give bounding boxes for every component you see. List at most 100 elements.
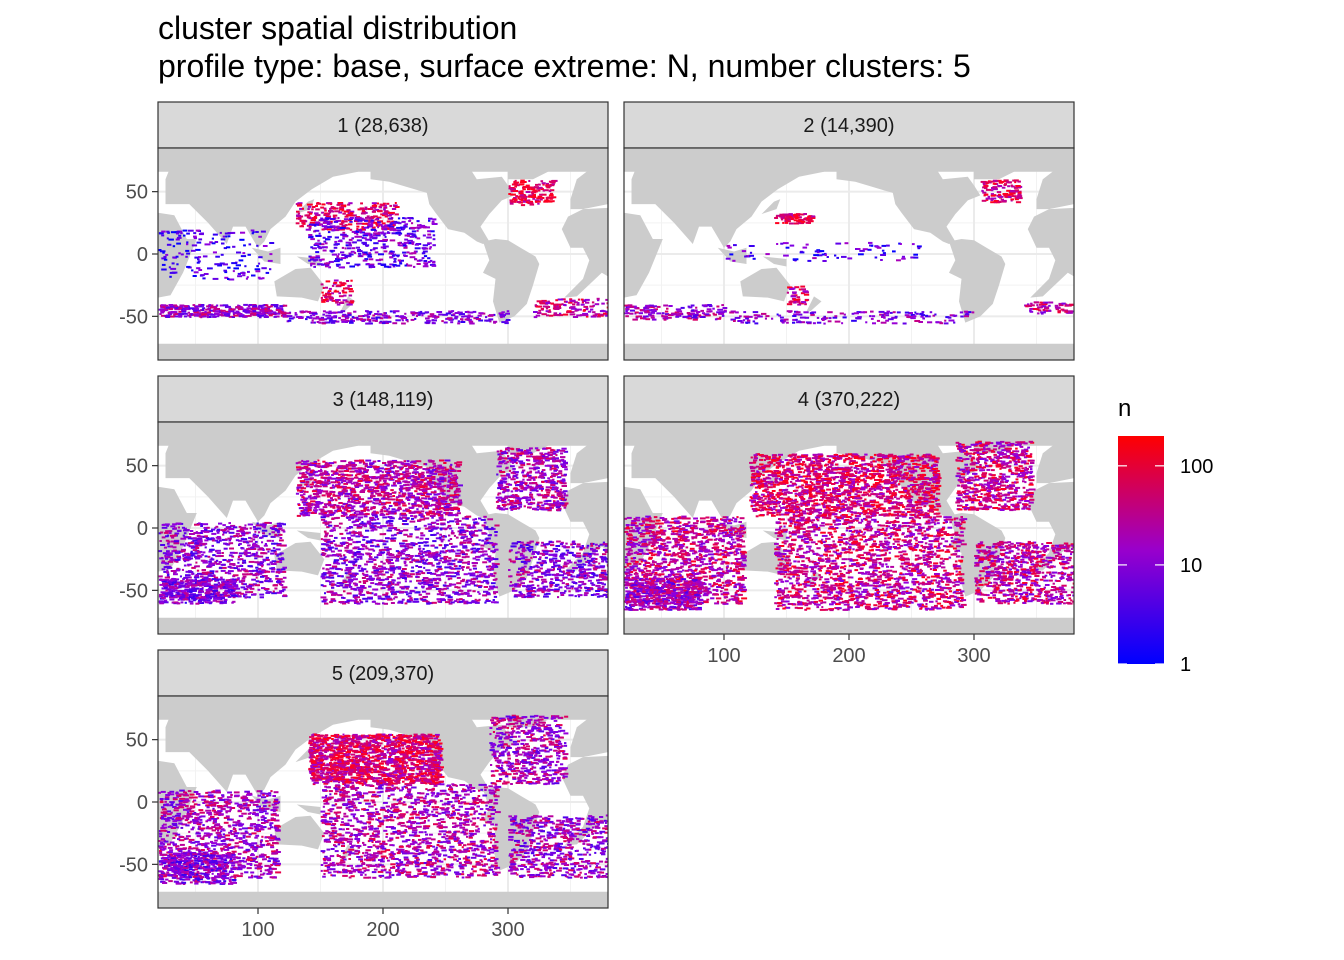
density-cell [317, 462, 321, 465]
density-cell [299, 472, 304, 475]
density-cell [324, 286, 328, 289]
density-cell [525, 185, 528, 188]
density-cell [432, 314, 437, 317]
density-cell [313, 216, 317, 218]
density-cell [173, 305, 179, 308]
density-cell [380, 487, 385, 490]
density-cell [301, 224, 304, 227]
density-cell [189, 316, 192, 318]
density-cell [370, 206, 376, 209]
density-cell [242, 540, 248, 543]
density-cell [792, 258, 797, 261]
density-cell [257, 306, 261, 309]
density-cell [360, 218, 365, 221]
density-cell [305, 485, 310, 488]
density-cell [387, 493, 392, 495]
density-cell [546, 184, 549, 187]
density-cell [1017, 193, 1022, 196]
density-cell [351, 465, 356, 468]
density-cell [236, 593, 239, 596]
density-cell [441, 469, 448, 472]
density-cell [221, 552, 224, 554]
density-cell [371, 204, 378, 207]
density-cell [370, 495, 376, 498]
density-cell [337, 482, 341, 485]
density-cell [1010, 199, 1013, 202]
density-cell [183, 234, 186, 237]
density-cell [426, 493, 432, 496]
density-cell [222, 559, 227, 561]
density-cell [329, 209, 333, 212]
density-cell [374, 574, 380, 577]
density-cell [334, 547, 338, 550]
density-cell [449, 542, 453, 545]
land-polygon [296, 530, 321, 541]
density-cell [910, 314, 915, 316]
density-cell [187, 537, 193, 540]
density-cell [390, 467, 394, 470]
density-cell [341, 477, 346, 480]
density-cell [236, 530, 240, 532]
density-cell [510, 188, 516, 191]
density-cell [187, 593, 192, 596]
density-cell [443, 506, 450, 509]
density-cell [255, 553, 258, 556]
density-cell [793, 222, 800, 225]
density-cell [194, 523, 200, 526]
density-cell [798, 220, 803, 223]
density-cell [459, 543, 464, 546]
density-cell [164, 562, 169, 565]
density-cell [807, 215, 810, 218]
density-cell [522, 200, 528, 203]
density-cell [329, 318, 333, 321]
density-cell [244, 265, 247, 268]
density-cell [409, 561, 413, 564]
density-cell [780, 218, 784, 221]
density-cell [388, 470, 392, 473]
density-cell [556, 303, 562, 306]
density-cell [824, 254, 827, 256]
density-cell [338, 473, 341, 476]
density-cell [165, 535, 169, 538]
density-cell [798, 216, 802, 219]
density-cell [356, 556, 363, 558]
density-cell [351, 488, 356, 491]
density-cell [934, 313, 937, 316]
density-cell [856, 317, 862, 320]
density-cell [341, 315, 347, 318]
density-cell [320, 296, 323, 299]
density-cell [708, 305, 713, 308]
density-cell [258, 256, 263, 259]
density-cell [430, 476, 436, 478]
density-cell [368, 252, 371, 255]
density-cell [185, 255, 188, 258]
density-cell [413, 471, 419, 474]
density-cell [392, 498, 396, 501]
land-polygon [740, 267, 791, 302]
density-cell [401, 463, 406, 466]
density-cell [348, 294, 353, 297]
density-cell [716, 305, 720, 308]
map-area-1 [158, 148, 608, 360]
density-cell [233, 567, 238, 570]
density-cell [450, 477, 454, 480]
density-cell [409, 475, 413, 478]
density-cell [325, 292, 330, 295]
density-cell [263, 544, 268, 547]
density-cell [546, 314, 549, 317]
density-cell [446, 484, 451, 487]
density-cell [473, 317, 478, 320]
density-cell [192, 309, 198, 312]
density-cell [399, 516, 402, 519]
density-cell [313, 265, 316, 268]
density-cell [257, 548, 263, 551]
density-cell [297, 461, 300, 464]
density-cell [176, 567, 180, 570]
density-cell [752, 320, 756, 323]
density-cell [309, 483, 314, 486]
density-cell [384, 470, 391, 473]
density-cell [346, 481, 352, 484]
density-cell [460, 313, 465, 316]
density-cell [262, 245, 268, 247]
density-cell [461, 315, 465, 318]
